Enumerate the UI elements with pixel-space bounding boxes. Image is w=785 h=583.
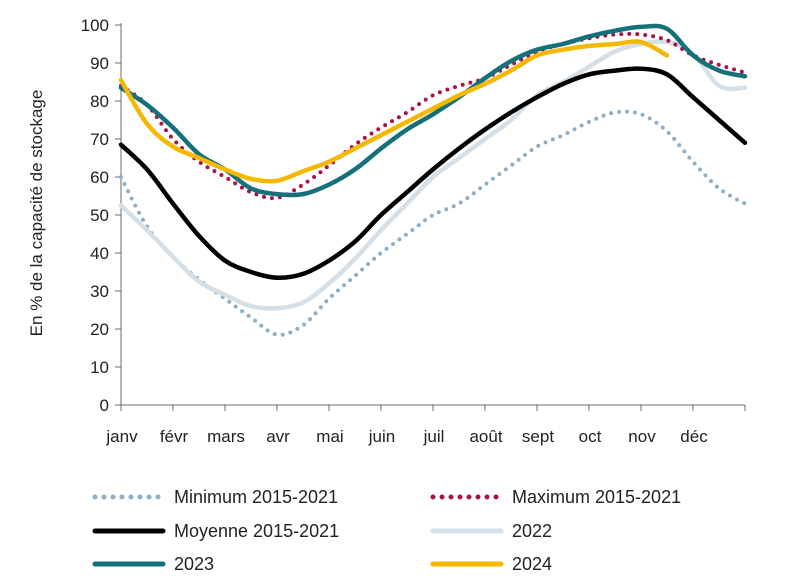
- y-tick-label: 50: [90, 206, 109, 225]
- x-tick-label: févr: [160, 427, 189, 446]
- x-tick-label: avr: [266, 427, 290, 446]
- series-line-minimum-2015-2021: [119, 109, 747, 337]
- legend-label: 2024: [512, 554, 552, 574]
- series-line-2022: [118, 39, 748, 311]
- y-tick-label: 40: [90, 244, 109, 263]
- y-tick-label: 70: [90, 130, 109, 149]
- x-tick-label: déc: [680, 427, 708, 446]
- legend-label: Maximum 2015-2021: [512, 487, 681, 507]
- y-axis: 0 10 20 30 40 50 60 70 80 90 100: [81, 16, 122, 415]
- x-tick-label: juin: [368, 427, 395, 446]
- x-tick-label: août: [469, 427, 502, 446]
- y-tick-label: 20: [90, 320, 109, 339]
- legend-label: Moyenne 2015-2021: [174, 521, 339, 541]
- y-tick-label: 60: [90, 168, 109, 187]
- y-tick-label: 10: [90, 358, 109, 377]
- legend-label: 2022: [512, 521, 552, 541]
- legend-label: 2023: [174, 554, 214, 574]
- legend-label: Minimum 2015-2021: [174, 487, 338, 507]
- x-tick-label: nov: [628, 427, 656, 446]
- series-line-2024: [118, 39, 670, 184]
- y-tick-label: 90: [90, 54, 109, 73]
- y-axis-label: En % de la capacité de stockage: [27, 90, 46, 337]
- x-tick-label: janv: [105, 427, 138, 446]
- x-tick-label: mars: [207, 427, 245, 446]
- x-axis: janv févr mars avr mai juin juil août sept oct nov…: [105, 404, 746, 446]
- x-tick-label: oct: [579, 427, 602, 446]
- y-tick-label: 0: [100, 396, 109, 415]
- y-tick-label: 30: [90, 282, 109, 301]
- x-tick-label: sept: [522, 427, 554, 446]
- y-tick-label: 80: [90, 92, 109, 111]
- series-line-moyenne-2015-2021: [118, 66, 748, 280]
- series-line-maximum-2015-2021: [119, 31, 747, 201]
- x-tick-label: mai: [316, 427, 343, 446]
- y-tick-label: 100: [81, 16, 109, 35]
- series-layer: [118, 23, 748, 337]
- legend: Minimum 2015-2021 Maximum 2015-2021 Moyenn…: [92, 487, 681, 574]
- x-tick-label: juil: [423, 427, 445, 446]
